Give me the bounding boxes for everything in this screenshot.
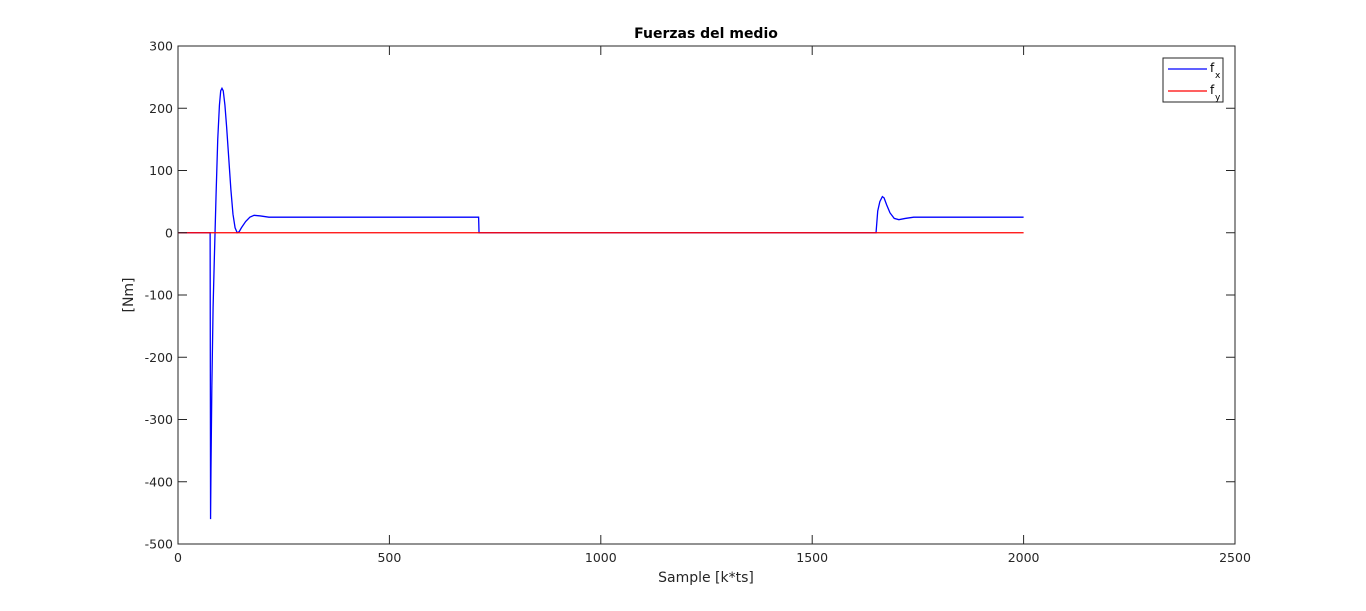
legend-box — [1162, 57, 1224, 103]
y-tick-label: 100 — [149, 163, 173, 178]
plot-area: 0 500 1000 1500 2000 25003002001000-100-200-3… — [145, 39, 1251, 566]
y-tick-label: 0 — [165, 225, 173, 240]
ticks: 0 500 1000 1500 2000 25003002001000-100-200-3… — [145, 39, 1251, 566]
y-tick-label: -300 — [145, 412, 173, 427]
legend-label-subscript: y — [1215, 93, 1221, 103]
axes-box — [177, 45, 1236, 545]
y-tick-label: -100 — [145, 288, 173, 303]
y-axis-label: [Nm] — [121, 277, 137, 312]
x-tick-label: 0 — [174, 550, 182, 565]
series-layer — [178, 86, 1024, 520]
x-axis-label: Sample [k*ts] — [658, 570, 754, 586]
legend-label-subscript: x — [1215, 71, 1221, 81]
y-tick-label: 300 — [149, 39, 173, 54]
y-tick-label: -500 — [145, 537, 173, 552]
x-tick-label: 500 — [377, 550, 401, 565]
y-tick-label: -400 — [145, 474, 173, 489]
chart-title: Fuerzas del medio — [634, 26, 778, 42]
x-tick-label: 1000 — [585, 550, 617, 565]
y-tick-label: -200 — [145, 350, 173, 365]
legend-label: f — [1210, 61, 1215, 75]
x-tick-label: 2500 — [1219, 550, 1251, 565]
x-tick-label: 1500 — [796, 550, 828, 565]
y-tick-label: 200 — [149, 101, 173, 116]
legend-label: f — [1210, 83, 1215, 97]
x-tick-label: 2000 — [1008, 550, 1040, 565]
series-line-fx — [178, 86, 1024, 520]
